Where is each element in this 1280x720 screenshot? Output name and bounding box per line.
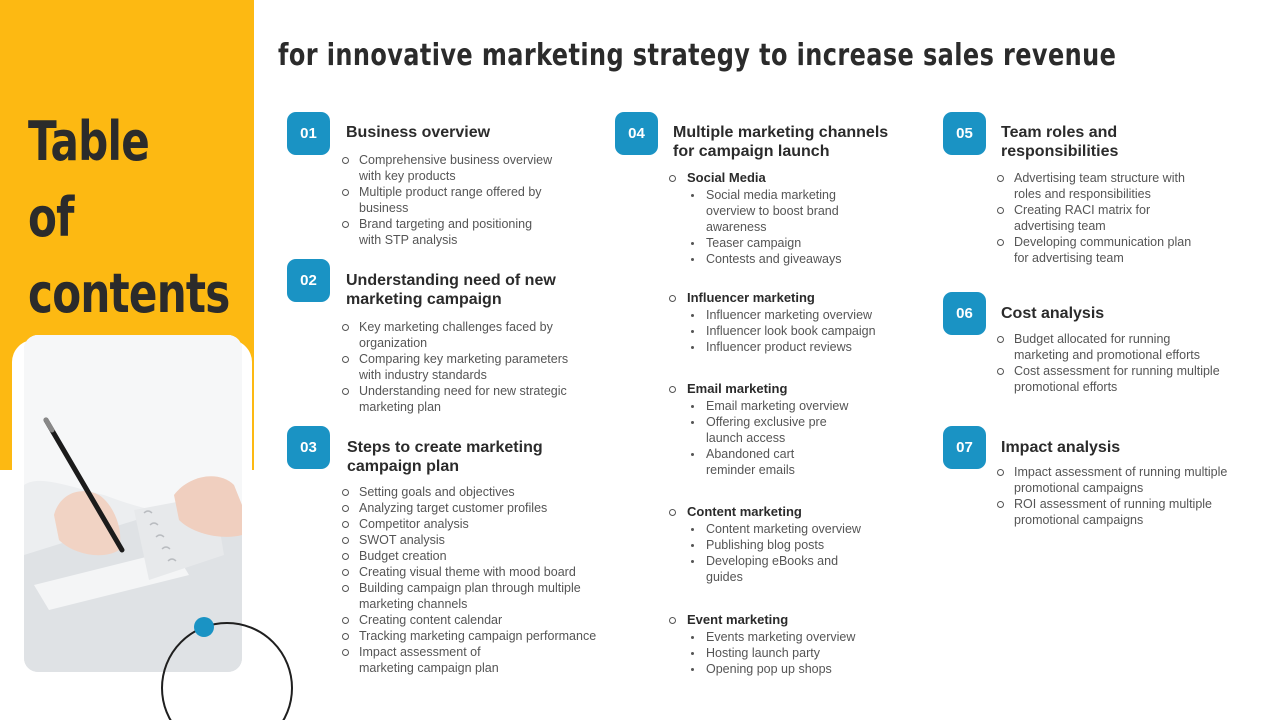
section-title-understanding-need: Understanding need of new marketing campa… [346, 272, 556, 308]
list-item: Budget allocated for running marketing an… [996, 331, 1266, 363]
subheading-event-marketing: Event marketing [668, 612, 788, 628]
list-item: Comprehensive business overview with key … [341, 152, 601, 184]
section-number-badge: 03 [287, 426, 330, 469]
decorative-blue-dot [194, 617, 214, 637]
list-item: Advertising team structure with roles and… [996, 170, 1266, 202]
list-item: Influencer product reviews [688, 339, 908, 355]
list-item: Opening pop up shops [688, 661, 908, 677]
list-item: Setting goals and objectives [341, 484, 621, 500]
email-marketing-items: Email marketing overview Offering exclus… [688, 398, 888, 478]
section-02-items: Key marketing challenges faced by organiz… [341, 319, 611, 415]
list-item: Impact assessment of running multiple pro… [996, 464, 1266, 496]
list-item: Cost assessment for running multiple prom… [996, 363, 1266, 395]
list-item: Developing eBooks and guides [688, 553, 908, 585]
list-item: Multiple product range offered by busines… [341, 184, 601, 216]
list-item: Understanding need for new strategic mark… [341, 383, 611, 415]
list-item: Competitor analysis [341, 516, 621, 532]
section-title-steps-to-create: Steps to create marketing campaign plan [347, 439, 543, 475]
section-number-badge: 04 [615, 112, 658, 155]
list-item: Brand targeting and positioning with STP … [341, 216, 601, 248]
section-number-badge: 05 [943, 112, 986, 155]
section-03-items: Setting goals and objectives Analyzing t… [341, 484, 621, 676]
list-item: Budget creation [341, 548, 621, 564]
list-item: Abandoned cart reminder emails [688, 446, 888, 478]
subheading-email-marketing: Email marketing [668, 381, 787, 397]
event-marketing-items: Events marketing overview Hosting launch… [688, 629, 908, 677]
list-item: Comparing key marketing parameters with i… [341, 351, 611, 383]
section-number-badge: 06 [943, 292, 986, 335]
section-number-badge: 01 [287, 112, 330, 155]
list-item: Offering exclusive pre launch access [688, 414, 888, 446]
subheading-social-media: Social Media [668, 170, 766, 186]
list-item: Email marketing overview [688, 398, 888, 414]
list-item: Social media marketing overview to boost … [688, 187, 888, 235]
list-item: Publishing blog posts [688, 537, 908, 553]
writing-hands-photo [24, 335, 242, 672]
content-marketing-items: Content marketing overview Publishing bl… [688, 521, 908, 585]
list-item: Developing communication plan for adverti… [996, 234, 1266, 266]
section-title-impact-analysis: Impact analysis [1001, 439, 1121, 456]
section-number-badge: 07 [943, 426, 986, 469]
section-title-cost-analysis: Cost analysis [1001, 305, 1105, 322]
list-item: Creating visual theme with mood board [341, 564, 621, 580]
subheading-content-marketing: Content marketing [668, 504, 802, 520]
toc-title-line2: contents [28, 262, 230, 325]
list-item: Creating content calendar [341, 612, 621, 628]
section-title-multiple-channels: Multiple marketing channels for campaign … [673, 124, 889, 160]
list-item: Content marketing overview [688, 521, 908, 537]
list-item: SWOT analysis [341, 532, 621, 548]
subheading-influencer-marketing: Influencer marketing [668, 290, 815, 306]
section-title-team-roles: Team roles and responsibilities [1001, 124, 1119, 160]
list-item: Creating RACI matrix for advertising team [996, 202, 1266, 234]
page-title: for innovative marketing strategy to inc… [278, 38, 1117, 73]
list-item: Influencer look book campaign [688, 323, 908, 339]
list-item: Impact assessment of marketing campaign p… [341, 644, 621, 676]
table-of-contents-title: Table of contents [28, 104, 230, 332]
section-05-items: Advertising team structure with roles and… [996, 170, 1266, 266]
list-item: Building campaign plan through multiple m… [341, 580, 621, 612]
list-item: Events marketing overview [688, 629, 908, 645]
section-07-items: Impact assessment of running multiple pro… [996, 464, 1266, 528]
list-item: Teaser campaign [688, 235, 888, 251]
influencer-marketing-items: Influencer marketing overview Influencer… [688, 307, 908, 355]
list-item: Tracking marketing campaign performance [341, 628, 621, 644]
list-item: Hosting launch party [688, 645, 908, 661]
section-number-badge: 02 [287, 259, 330, 302]
section-title-business-overview: Business overview [346, 124, 491, 141]
toc-title-line1: Table of [28, 110, 150, 249]
list-item: ROI assessment of running multiple promot… [996, 496, 1266, 528]
social-media-items: Social media marketing overview to boost … [688, 187, 888, 267]
list-item: Key marketing challenges faced by organiz… [341, 319, 611, 351]
section-01-items: Comprehensive business overview with key … [341, 152, 601, 248]
list-item: Influencer marketing overview [688, 307, 908, 323]
section-06-items: Budget allocated for running marketing an… [996, 331, 1266, 395]
list-item: Contests and giveaways [688, 251, 888, 267]
list-item: Analyzing target customer profiles [341, 500, 621, 516]
